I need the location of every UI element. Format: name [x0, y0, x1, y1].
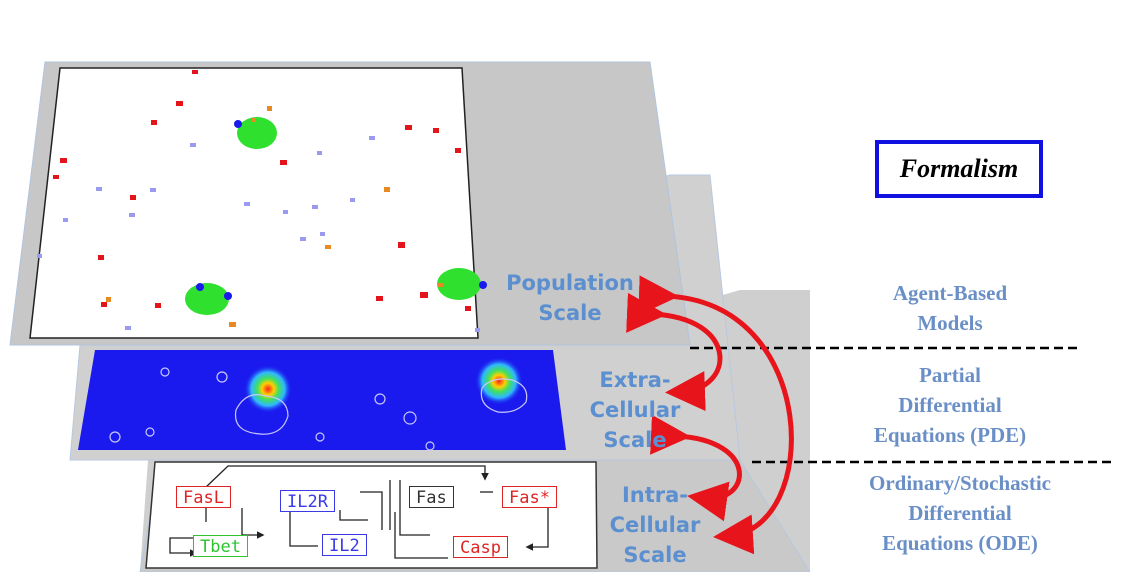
formalism-pde: Partial Differential Equations (PDE) [873, 363, 1027, 447]
node-fasl: FasL [176, 486, 231, 508]
label-intracellular-scale: Intra- Cellular Scale [609, 483, 701, 567]
population-panel [29, 67, 479, 339]
formalism-agent-based: Agent-Based Models [892, 281, 1008, 335]
formalism-title-box: Formalism [875, 140, 1043, 198]
arrow-pop-intra [638, 275, 794, 555]
node-fas-star: Fas* [502, 486, 557, 508]
formalism-ode: Ordinary/Stochastic Differential Equations… [869, 471, 1051, 555]
node-il2: IL2 [322, 534, 367, 556]
label-population-scale: Population Scale [506, 271, 634, 325]
label-extracellular-scale: Extra- Cellular Scale [589, 368, 681, 452]
extracellular-field [78, 350, 566, 450]
node-il2r: IL2R [280, 490, 335, 512]
node-tbet: Tbet [193, 535, 248, 557]
node-casp: Casp [453, 536, 508, 558]
node-fas: Fas [409, 486, 454, 508]
formalism-title: Formalism [899, 154, 1019, 183]
